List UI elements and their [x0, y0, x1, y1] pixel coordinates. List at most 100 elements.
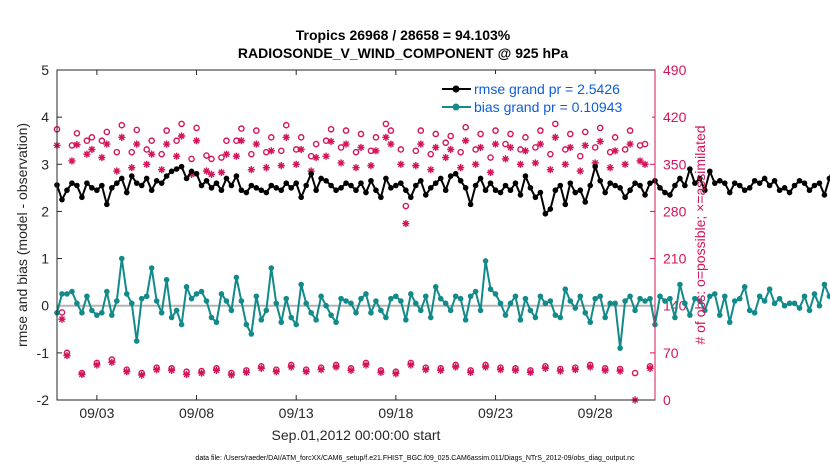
obs-possible-point [118, 121, 126, 129]
rmse-point [59, 196, 65, 203]
obs-assimilated-point [606, 164, 614, 172]
obs-assimilated-point [352, 164, 360, 172]
rmse-point [682, 182, 688, 189]
rmse-point [761, 175, 768, 182]
y-tick-label: 4 [41, 109, 49, 125]
obs-possible-point [621, 146, 629, 153]
obs-possible-point [462, 123, 469, 131]
bias-point [751, 309, 758, 316]
bias-point [84, 293, 90, 300]
obs-possible-point [218, 154, 225, 161]
bias-point [104, 288, 110, 295]
obs-assimilated-point [641, 160, 649, 168]
y-tick-label: 0 [41, 298, 49, 314]
bias-point [233, 274, 240, 281]
rmse-point [457, 177, 464, 184]
obs-assimilated-point [511, 366, 520, 374]
rmse-point [677, 175, 683, 182]
bias-point [213, 319, 220, 326]
x-tick-label: 09/23 [478, 405, 513, 421]
obs-assimilated-point [427, 166, 435, 174]
bias-point [716, 312, 723, 318]
rmse-point [702, 187, 708, 194]
bias-point [308, 309, 314, 316]
rmse-point [662, 189, 668, 196]
rmse-point [328, 182, 334, 189]
footer-datafile: data file: /Users/raeder/DAI/ATM_forcXX/… [195, 455, 635, 462]
obs-assimilated-point [357, 143, 365, 152]
obs-possible-point [282, 121, 290, 129]
bias-point [442, 300, 449, 307]
bias-point [811, 291, 818, 297]
bias-point [726, 319, 733, 326]
obs-assimilated-point [287, 363, 295, 371]
rmse-point [667, 192, 673, 198]
y-tick-label: 5 [41, 62, 49, 78]
bias-point [323, 302, 329, 309]
obs-possible-point [342, 127, 350, 134]
rmse-point [627, 187, 633, 194]
rmse-point [512, 180, 519, 186]
obs-possible-point [248, 150, 255, 158]
bias-point [577, 293, 584, 300]
bias-point [298, 281, 304, 288]
obs-assimilated-point [392, 370, 400, 378]
obs-assimilated-point [496, 366, 505, 374]
rmse-point [388, 185, 394, 191]
obs-assimilated-point [327, 137, 335, 145]
obs-assimilated-point [182, 370, 191, 379]
obs-assimilated-point [447, 145, 455, 154]
rmse-point [776, 187, 783, 194]
rmse-point [403, 187, 409, 194]
rmse-point [353, 187, 359, 194]
obs-possible-point [522, 134, 529, 141]
rmse-point [158, 180, 165, 186]
bias-point [826, 293, 830, 300]
bias-point [607, 300, 613, 307]
bias-point [612, 300, 618, 307]
bias-point [328, 312, 334, 318]
bias-point [123, 291, 130, 297]
obs-assimilated-point [531, 159, 539, 167]
bias-point [383, 314, 389, 321]
bias-point [153, 298, 160, 304]
bias-point [707, 293, 713, 300]
obs-assimilated-point [556, 367, 564, 375]
rmse-point [358, 180, 364, 186]
obs-possible-point [631, 369, 639, 377]
bias-point [363, 291, 369, 297]
rmse-point [213, 180, 220, 186]
rmse-point [393, 182, 399, 189]
bias-point [447, 307, 454, 314]
rmse-point [203, 177, 210, 184]
bias-point [761, 298, 768, 304]
obs-assimilated-point [596, 137, 604, 145]
rmse-point [622, 194, 628, 201]
bias-point [667, 295, 673, 302]
obs-assimilated-point [88, 145, 96, 154]
rmse-point [308, 170, 314, 177]
bias-point [786, 300, 793, 307]
bias-point [293, 321, 300, 328]
rmse-point [452, 170, 459, 177]
rmse-point [821, 192, 828, 198]
obs-possible-point [307, 152, 315, 160]
bias-point [128, 300, 135, 307]
obs-assimilated-point [297, 145, 305, 154]
obs-assimilated-point [621, 160, 629, 168]
bias-point [736, 295, 743, 302]
obs-assimilated-point [192, 137, 201, 145]
y-right-tick-label: 490 [663, 62, 687, 78]
obs-possible-point [547, 150, 554, 158]
rmse-point [84, 180, 90, 186]
rmse-point [109, 185, 115, 191]
rmse-point [273, 185, 280, 191]
bias-point [532, 314, 539, 321]
obs-assimilated-point [576, 167, 584, 175]
bias-point [806, 307, 813, 314]
obs-assimilated-point [232, 152, 240, 160]
obs-assimilated-point [63, 351, 71, 360]
rmse-point [432, 180, 439, 186]
obs-possible-point [148, 137, 155, 145]
obs-possible-point [357, 130, 365, 138]
